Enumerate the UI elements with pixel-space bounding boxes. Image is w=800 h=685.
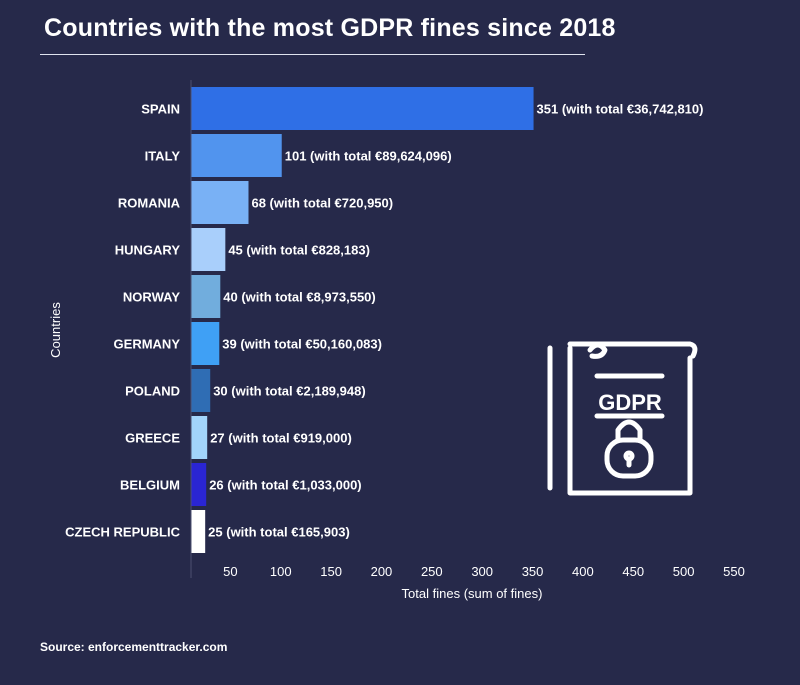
category-label: CZECH REPUBLIC xyxy=(65,525,180,540)
bar-hungary xyxy=(191,228,226,271)
data-label: 45 (with total €828,183) xyxy=(228,243,370,258)
data-label: 27 (with total €919,000) xyxy=(210,431,352,446)
x-tick-label: 450 xyxy=(622,564,644,579)
category-label: ITALY xyxy=(145,149,181,164)
title-underline xyxy=(40,54,585,55)
category-label: ROMANIA xyxy=(118,196,181,211)
bar-norway xyxy=(191,275,221,318)
x-tick-label: 550 xyxy=(723,564,745,579)
x-tick-label: 350 xyxy=(522,564,544,579)
data-label: 25 (with total €165,903) xyxy=(208,525,350,540)
category-label: HUNGARY xyxy=(115,243,181,258)
bar-germany xyxy=(191,322,220,365)
data-label: 39 (with total €50,160,083) xyxy=(222,337,382,352)
bar-poland xyxy=(191,369,211,412)
bars-group xyxy=(191,87,534,553)
bar-belgium xyxy=(191,463,207,506)
data-label: 68 (with total €720,950) xyxy=(251,196,393,211)
bar-spain xyxy=(191,87,534,130)
x-tick-label: 200 xyxy=(371,564,393,579)
source-note: Source: enforcementtracker.com xyxy=(40,640,228,654)
chart-title: Countries with the most GDPR fines since… xyxy=(44,14,616,42)
x-axis-label: Total fines (sum of fines) xyxy=(402,586,543,601)
category-label: GERMANY xyxy=(114,337,181,352)
gdpr-icon-label: GDPR xyxy=(598,390,662,415)
bar-czech-republic xyxy=(191,510,206,553)
data-label: 101 (with total €89,624,096) xyxy=(285,149,452,164)
x-tick-label: 250 xyxy=(421,564,443,579)
category-label: GREECE xyxy=(125,431,180,446)
x-tick-label: 100 xyxy=(270,564,292,579)
y-axis-label: Countries xyxy=(48,302,63,358)
category-labels-group: SPAIN ITALY ROMANIA HUNGARY NORWAY GERMANY POL… xyxy=(65,102,180,540)
data-label: 351 (with total €36,742,810) xyxy=(537,102,704,117)
bar-italy xyxy=(191,134,282,177)
x-tick-label: 400 xyxy=(572,564,594,579)
x-tick-label: 50 xyxy=(223,564,237,579)
category-label: POLAND xyxy=(125,384,180,399)
data-label: 40 (with total €8,973,550) xyxy=(223,290,375,305)
gdpr-document-lock-icon: GDPR xyxy=(547,341,698,496)
category-label: NORWAY xyxy=(123,290,180,305)
category-label: SPAIN xyxy=(141,102,180,117)
x-tick-label: 150 xyxy=(320,564,342,579)
x-tick-label: 500 xyxy=(673,564,695,579)
bar-greece xyxy=(191,416,208,459)
data-label: 26 (with total €1,033,000) xyxy=(209,478,361,493)
x-tick-labels-group: 50 100 150 200 250 300 350 400 450 500 550 xyxy=(223,564,745,579)
value-labels-group: 351 (with total €36,742,810) 101 (with to… xyxy=(208,102,703,540)
category-label: BELGIUM xyxy=(120,478,180,493)
x-tick-label: 300 xyxy=(471,564,493,579)
bar-romania xyxy=(191,181,249,224)
data-label: 30 (with total €2,189,948) xyxy=(213,384,365,399)
